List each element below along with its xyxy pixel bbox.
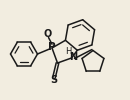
Text: P: P bbox=[48, 42, 56, 52]
Text: S: S bbox=[50, 75, 57, 85]
Text: H: H bbox=[65, 48, 72, 56]
Text: N: N bbox=[69, 52, 77, 62]
Text: O: O bbox=[44, 29, 52, 39]
